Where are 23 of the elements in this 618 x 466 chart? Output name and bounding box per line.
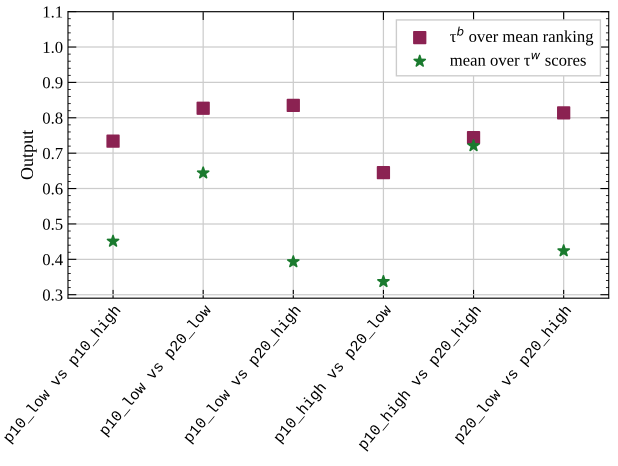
y-tick-label: 0.6 [42,183,63,195]
y-tick-label: 0.5 [42,218,62,230]
y-tick-label: 0.8 [42,112,62,124]
y-tick-label: 0.7 [42,148,63,160]
y-tick-label: 1.0 [44,42,62,54]
point [467,139,480,152]
point [286,255,300,268]
point [106,234,120,247]
point [377,274,390,288]
point [286,98,300,112]
point [557,106,570,120]
point [557,244,570,256]
legend-label: mean over τ$^{w}$ scores [450,52,586,66]
y-tick-label: 0.9 [42,77,62,88]
y-axis-title: Output [20,130,37,180]
y-tick-label: 0.3 [42,289,62,301]
point [196,102,210,115]
legend-label: τ$^{b}$ over mean ranking [450,26,594,46]
point [196,166,210,179]
y-tick-label: 1.1 [44,6,62,18]
point [376,166,390,180]
point [106,134,120,148]
y-tick-label: 0.4 [42,254,63,266]
